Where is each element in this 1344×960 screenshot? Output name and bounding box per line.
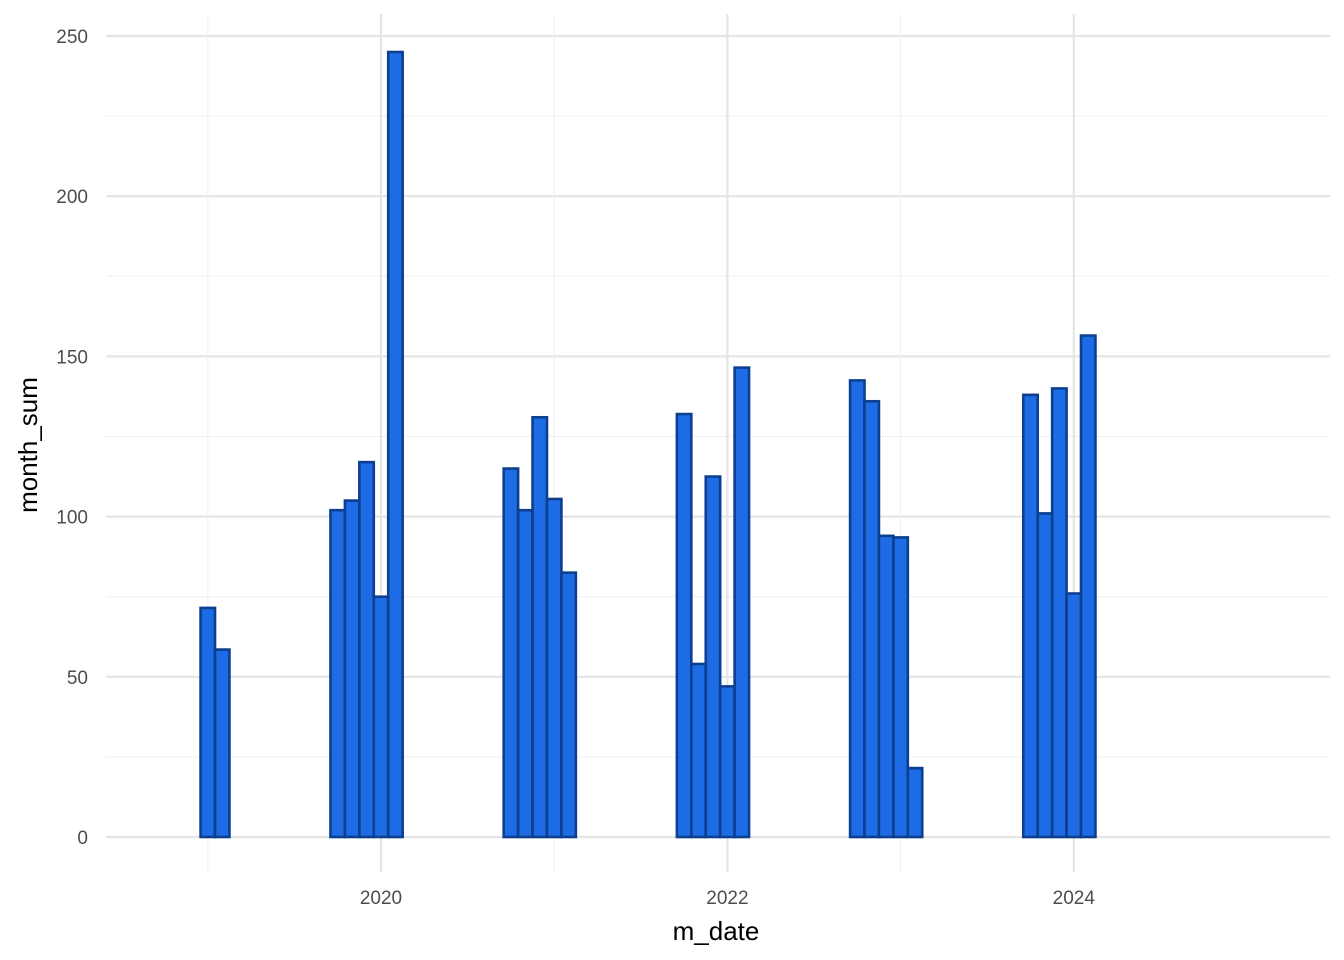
bar-2023-01 [892,536,910,839]
x-tick-label: 2020 [360,888,402,909]
bar-2022-01 [718,685,736,839]
bar-2020-10 [502,467,520,839]
y-tick-label: 200 [56,187,88,208]
bar-2021-11 [690,662,708,839]
bar-2022-11 [863,399,881,839]
x-axis-ticks: 2020 2022 2024 [360,888,1096,909]
y-tick-label: 150 [56,347,88,368]
bar-2024-01 [1065,592,1083,839]
x-tick-label: 2022 [706,888,748,909]
bar-2023-10 [1021,393,1040,839]
bar-2023-11 [1036,512,1054,839]
bar-2022-02 [733,366,751,839]
bar-2020-01 [372,595,390,839]
bar-2023-12 [1050,387,1068,839]
bar-2021-12 [704,475,722,839]
y-tick-label: 100 [56,508,88,529]
bars [199,50,1097,839]
bar-2024-02 [1079,334,1097,839]
bar-2021-10 [675,412,693,839]
y-axis-ticks: 0 50 100 150 200 250 [56,27,88,849]
y-axis-title: month_sum [13,377,43,513]
bar-2020-12 [531,415,549,839]
x-tick-label: 2024 [1053,888,1096,909]
y-tick-label: 50 [67,668,88,689]
bar-2022-10 [848,379,866,839]
bar-2023-02 [906,766,924,839]
bar-2019-02 [213,648,231,839]
x-axis-title: m_date [673,916,760,946]
bar-2021-02 [560,571,578,839]
y-tick-label: 250 [56,27,88,48]
bar-2019-12 [358,460,376,839]
bar-2019-01 [199,606,217,839]
bar-2022-12 [877,534,895,839]
bar-2019-10 [329,508,347,839]
bar-2020-02 [386,50,404,839]
y-tick-label: 0 [77,828,88,849]
bar-2019-11 [343,499,361,839]
bar-2021-01 [545,497,563,839]
bar-2020-11 [516,508,534,839]
